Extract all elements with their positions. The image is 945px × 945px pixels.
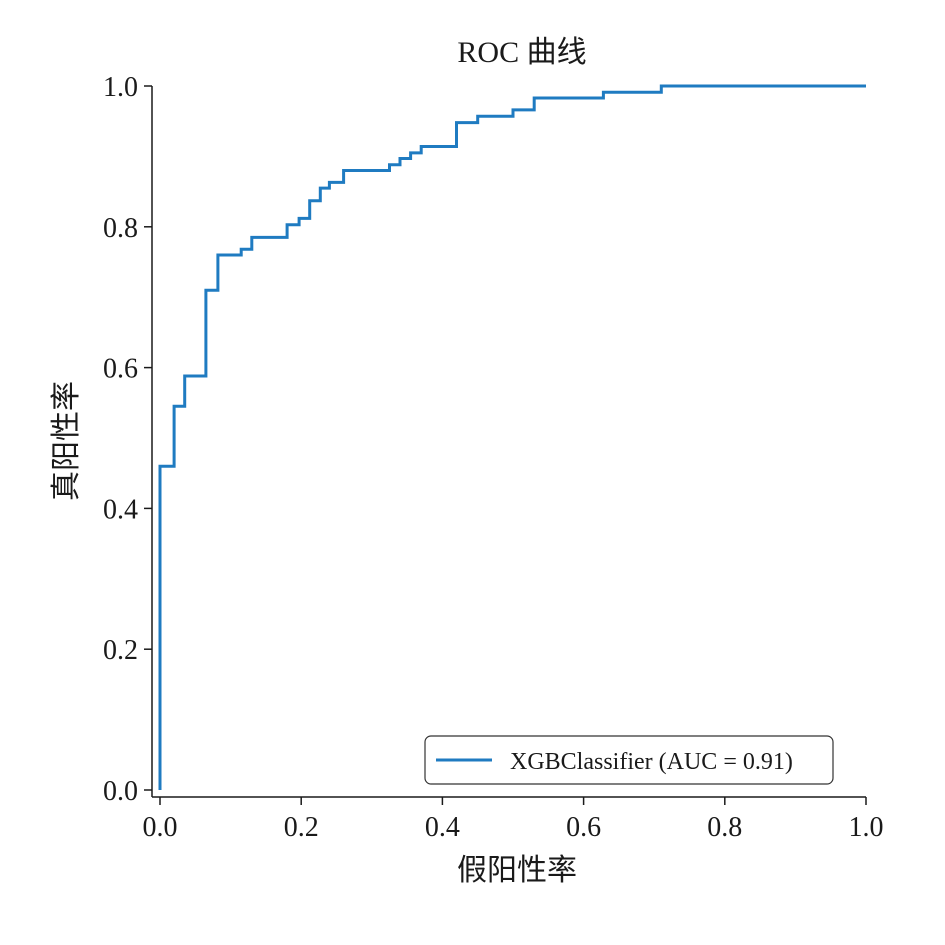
legend: XGBClassifier (AUC = 0.91)	[424, 735, 834, 785]
series-layer	[158, 84, 866, 790]
x-tick-label: 0.2	[284, 812, 319, 843]
x-tick-label: 0.8	[707, 812, 742, 843]
y-tick-label: 0.2	[103, 635, 138, 666]
roc-curve-line	[158, 84, 866, 790]
y-tick-label: 0.4	[103, 494, 138, 525]
x-tick-label: 0.6	[566, 812, 601, 843]
x-tick-label: 0.0	[143, 812, 178, 843]
x-tick-label: 0.4	[425, 812, 460, 843]
x-axis-label: 假阳性率	[457, 854, 577, 887]
x-axis-ticks: 0.0 0.2 0.4 0.6 0.8 1.0	[143, 797, 884, 843]
y-tick-label: 0.6	[103, 354, 138, 385]
y-tick-label: 1.0	[103, 72, 138, 103]
legend-box	[424, 735, 834, 785]
y-tick-label: 0.8	[103, 213, 138, 244]
chart-title: ROC 曲线	[457, 36, 586, 69]
y-axis-ticks: 0.0 0.2 0.4 0.6 0.8 1.0	[103, 72, 152, 807]
x-tick-label: 1.0	[849, 812, 884, 843]
y-axis-label: 真阳性率	[50, 381, 83, 501]
y-tick-label: 0.0	[103, 776, 138, 807]
legend-label: XGBClassifier (AUC = 0.91)	[510, 749, 793, 775]
